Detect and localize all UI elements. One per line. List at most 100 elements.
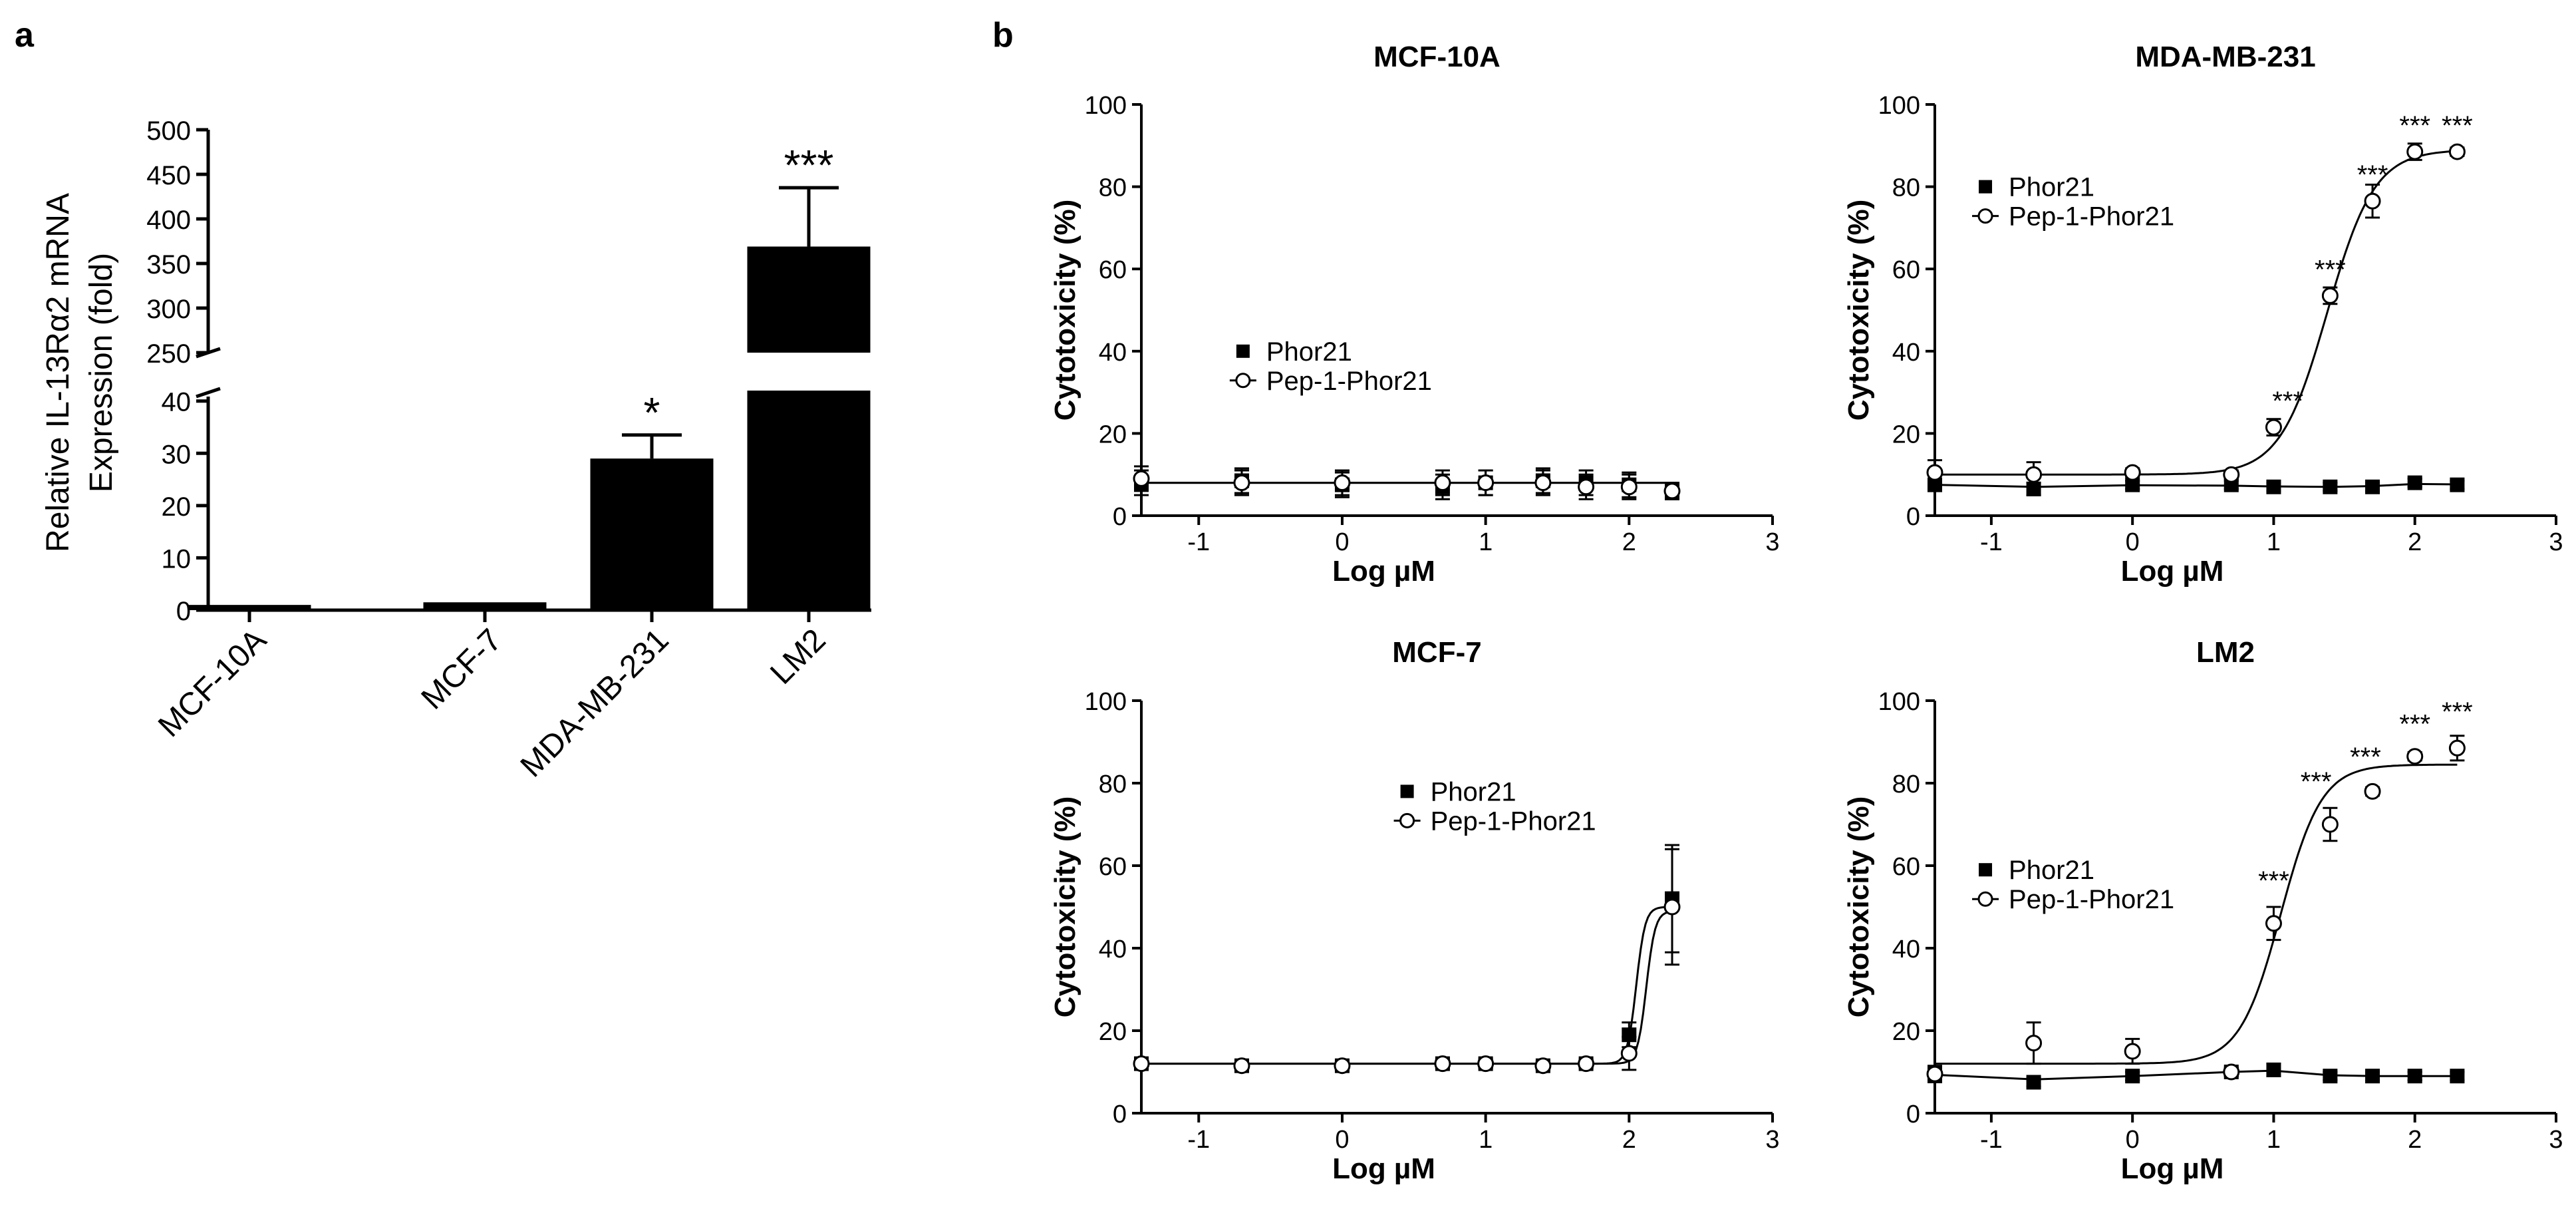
fit-curve-pep-1-phor21 [1935,763,2458,1065]
legend-label-pep-1-phor21: Pep-1-Phor21 [1431,806,1596,836]
point-pep-1-phor21 [2321,287,2339,304]
legend-marker-pep-1-phor21 [1399,812,1415,828]
panel-label-a: a [15,16,35,55]
point-phor21 [2365,479,2380,494]
point-pep-1-phor21 [2406,748,2424,765]
point-phor21 [1622,1027,1637,1043]
y-axis-label: Cytotoxicity (%) [1049,796,1081,1017]
point-phor21 [2026,1075,2041,1090]
y-tick-label: 40 [1892,936,1920,963]
point-phor21 [2266,479,2281,494]
legend-marker-pep-1-phor21 [1977,208,1993,224]
dose-response-plot-mcf-7: MCF-7 0 20 40 60 80 100 -1 0 1 2 3 Log µM Cytotoxicit… [1049,636,1780,1185]
y-tick-label: 60 [1892,256,1920,284]
legend-label-phor21: Phor21 [1431,777,1516,806]
x-tick-label: 3 [1765,1126,1779,1154]
point-phor21 [2365,1069,2380,1084]
point-phor21 [2407,475,2422,490]
point-pep-1-phor21 [2025,466,2043,483]
y-tick-label: 300 [146,295,191,324]
significance-marker: *** [2272,387,2303,416]
y-tick-label: 0 [1113,1101,1127,1128]
bar-axis-break-mark-lower [196,387,221,399]
point-pep-1-phor21 [2448,739,2466,757]
point-phor21 [2026,481,2041,496]
point-pep-1-phor21 [1534,1057,1552,1075]
significance-marker: *** [2315,255,2346,284]
x-tick-label: 2 [2408,528,2422,556]
point-phor21 [2450,1069,2465,1084]
point-pep-1-phor21 [1578,478,1595,496]
category-label-mcf-10a: MCF-10A [152,622,273,744]
x-tick-label: 0 [1335,1126,1349,1154]
x-tick-label: 2 [1622,528,1636,556]
point-pep-1-phor21 [1663,482,1681,500]
y-tick-label: 40 [1099,936,1127,963]
x-axis-label: Log µM [2121,1152,2224,1185]
x-tick-label: 2 [1622,1126,1636,1154]
x-tick-label: -1 [1980,528,2003,556]
y-tick-label: 40 [1099,339,1127,367]
point-phor21 [2323,479,2338,494]
point-pep-1-phor21 [2223,466,2240,483]
plot-title: LM2 [2196,636,2255,669]
y-tick-label: 80 [1099,174,1127,202]
y-tick-label: 40 [162,388,192,417]
legend-label-pep-1-phor21: Pep-1-Phor21 [1266,367,1432,396]
bar-chart-ylabel-line2: Expression (fold) [84,253,119,492]
y-tick-label: 100 [1878,688,1920,716]
point-pep-1-phor21 [2448,143,2466,160]
y-tick-label: 20 [1099,1018,1127,1046]
x-tick-label: 1 [2267,1126,2281,1154]
y-tick-label: 350 [146,250,191,279]
y-tick-label: 400 [146,206,191,235]
y-tick-label: 60 [1892,853,1920,881]
plot-title: MCF-7 [1392,636,1481,669]
x-tick-label: -1 [1187,528,1210,556]
legend-label-phor21: Phor21 [1266,337,1352,367]
point-pep-1-phor21 [1334,1057,1351,1075]
dose-response-plot-mcf-10a: MCF-10A 0 20 40 60 80 100 -1 0 1 2 3 Log µM Cytotoxic… [1049,41,1780,588]
y-axis-label: Cytotoxicity (%) [1842,200,1875,421]
point-pep-1-phor21 [2265,915,2282,932]
y-tick-label: 100 [1878,92,1920,120]
y-tick-label: 80 [1892,174,1920,202]
legend-marker-pep-1-phor21 [1977,891,1993,907]
legend-label-phor21: Phor21 [2009,856,2094,885]
significance-marker: *** [2258,866,2289,896]
x-tick-label: 3 [2549,528,2563,556]
point-phor21 [2125,1069,2140,1084]
legend-label-phor21: Phor21 [2009,173,2094,202]
point-pep-1-phor21 [1334,474,1351,492]
point-pep-1-phor21 [1620,478,1638,496]
y-axis-label: Cytotoxicity (%) [1049,200,1081,421]
point-phor21 [2125,477,2140,492]
y-tick-label: 0 [1113,503,1127,531]
x-axis-label: Log µM [1332,1152,1435,1185]
x-tick-label: 0 [2126,528,2140,556]
legend-marker-phor21 [1979,180,1993,194]
point-phor21 [2407,1069,2422,1084]
legend-marker-phor21 [1979,863,1993,877]
x-tick-label: 0 [1335,528,1349,556]
y-tick-label: 80 [1892,771,1920,798]
point-pep-1-phor21 [1233,474,1250,492]
significance-mda-mb-231: * [644,389,660,436]
bar-chart-ylabel-line1: Relative IL-13Rα2 mRNA [41,193,76,552]
point-pep-1-phor21 [2124,1043,2141,1060]
y-tick-label: 60 [1099,256,1127,284]
category-label-mcf-7: MCF-7 [415,622,509,716]
y-tick-label: 80 [1099,771,1127,798]
fit-curve-pep-1-phor21 [1141,910,1673,1065]
significance-marker: *** [2301,767,2332,796]
y-tick-label: 0 [1906,1101,1920,1128]
point-pep-1-phor21 [2321,816,2339,833]
plot-title: MDA-MB-231 [2135,41,2315,73]
y-axis-label: Cytotoxicity (%) [1842,796,1875,1017]
y-tick-label: 20 [1892,1018,1920,1046]
bar-lm2-upper [747,246,871,353]
point-pep-1-phor21 [1620,1045,1638,1062]
y-tick-label: 20 [162,492,192,522]
point-phor21 [2266,1062,2281,1077]
